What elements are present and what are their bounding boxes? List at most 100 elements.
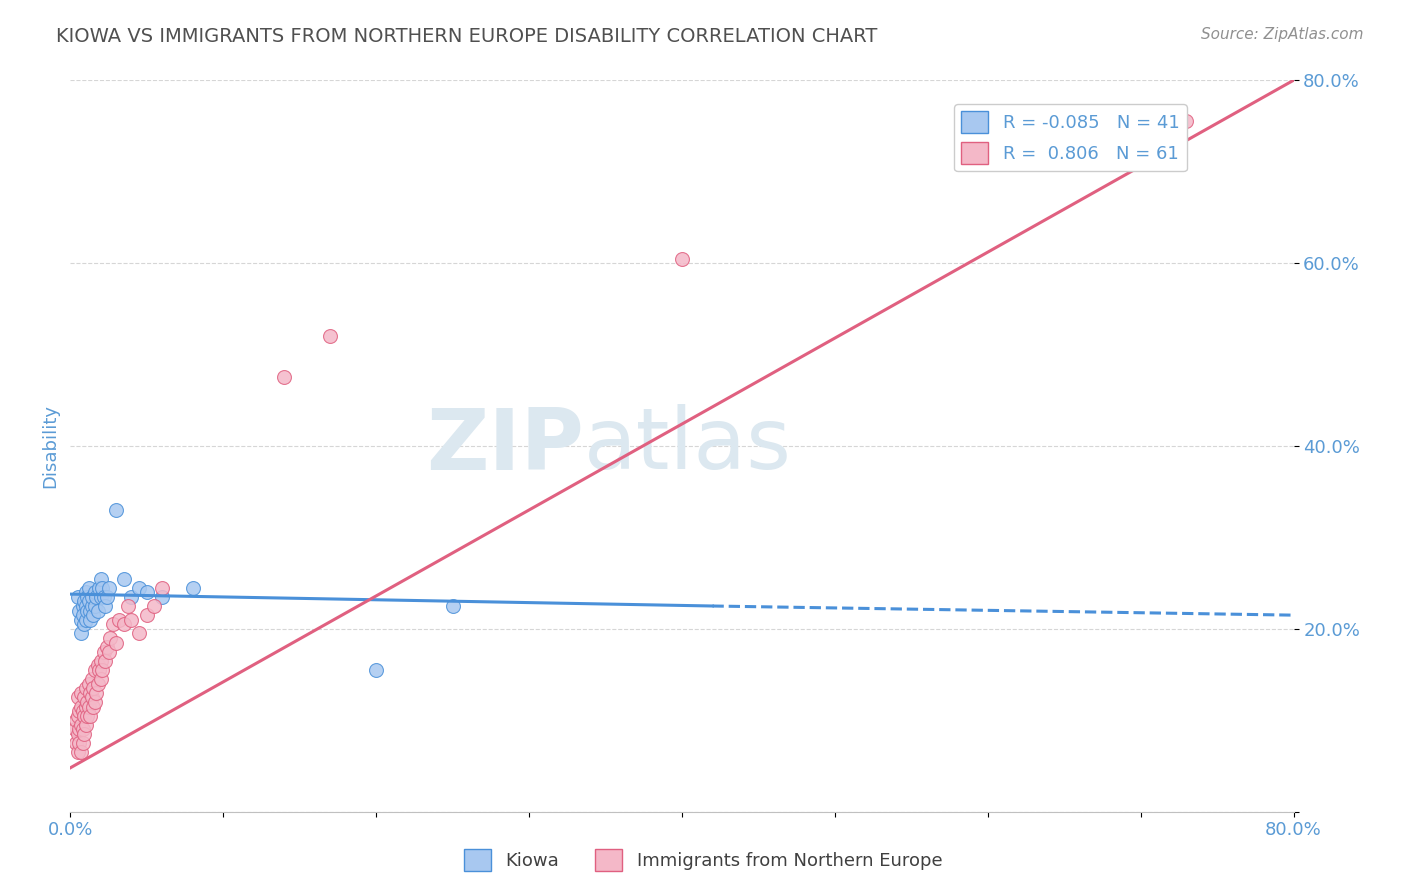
Point <box>96 640 118 655</box>
Text: atlas: atlas <box>583 404 792 488</box>
Point <box>90 672 112 686</box>
Point <box>79 603 101 617</box>
Point <box>75 585 97 599</box>
Point <box>1175 114 1198 128</box>
Point <box>66 708 89 723</box>
Point <box>79 686 101 700</box>
Point <box>98 631 121 645</box>
Point <box>83 695 105 709</box>
Legend: R = -0.085   N = 41, R =  0.806   N = 61: R = -0.085 N = 41, R = 0.806 N = 61 <box>953 104 1187 171</box>
Point <box>671 252 693 266</box>
Point <box>97 581 120 595</box>
Point <box>96 590 118 604</box>
Point <box>135 585 157 599</box>
Point <box>150 581 173 595</box>
Point <box>87 658 110 673</box>
Point <box>73 594 96 608</box>
Point <box>70 626 93 640</box>
Point <box>73 727 96 741</box>
Point <box>75 599 97 613</box>
Point <box>75 718 97 732</box>
Point <box>72 704 94 718</box>
Point <box>87 676 110 690</box>
Point <box>77 699 100 714</box>
Point <box>108 613 131 627</box>
Point <box>79 613 101 627</box>
Point <box>80 599 103 613</box>
Point <box>91 663 114 677</box>
Point <box>93 645 115 659</box>
Point <box>101 617 124 632</box>
Point <box>94 599 117 613</box>
Point <box>84 590 107 604</box>
Point <box>70 718 93 732</box>
Point <box>80 672 103 686</box>
Point <box>70 699 93 714</box>
Point <box>72 736 94 750</box>
Point <box>76 695 98 709</box>
Point <box>75 613 97 627</box>
Point <box>63 723 86 737</box>
Point <box>73 617 96 632</box>
Point <box>87 603 110 617</box>
Point <box>105 635 128 649</box>
Point <box>89 663 111 677</box>
Point <box>112 617 135 632</box>
Point <box>105 503 128 517</box>
Point <box>90 572 112 586</box>
Point <box>76 590 98 604</box>
Point <box>79 708 101 723</box>
Point <box>76 603 98 617</box>
Point <box>66 727 89 741</box>
Point <box>128 626 150 640</box>
Point <box>143 599 166 613</box>
Point <box>66 745 89 759</box>
Point <box>70 686 93 700</box>
Point <box>273 370 295 384</box>
Point <box>73 690 96 705</box>
Point <box>83 599 105 613</box>
Text: KIOWA VS IMMIGRANTS FROM NORTHERN EUROPE DISABILITY CORRELATION CHART: KIOWA VS IMMIGRANTS FROM NORTHERN EUROPE… <box>56 27 877 45</box>
Y-axis label: Disability: Disability <box>41 404 59 488</box>
Point <box>77 676 100 690</box>
Point <box>72 723 94 737</box>
Point <box>84 686 107 700</box>
Point <box>121 590 143 604</box>
Point <box>97 645 120 659</box>
Point <box>76 708 98 723</box>
Point <box>75 681 97 696</box>
Legend: Kiowa, Immigrants from Northern Europe: Kiowa, Immigrants from Northern Europe <box>457 842 949 879</box>
Point <box>82 699 104 714</box>
Point <box>82 681 104 696</box>
Point <box>117 599 139 613</box>
Point <box>73 708 96 723</box>
Point <box>69 736 91 750</box>
Point <box>70 745 93 759</box>
Text: Source: ZipAtlas.com: Source: ZipAtlas.com <box>1201 27 1364 42</box>
Point <box>66 590 89 604</box>
Point <box>319 329 342 343</box>
Point <box>69 603 91 617</box>
Text: ZIP: ZIP <box>426 404 583 488</box>
Point <box>72 608 94 623</box>
Point <box>65 714 87 728</box>
Point <box>69 704 91 718</box>
Point <box>135 608 157 623</box>
Point <box>94 654 117 668</box>
Point <box>69 723 91 737</box>
Point <box>181 581 204 595</box>
Point <box>366 663 388 677</box>
Point <box>93 590 115 604</box>
Point <box>72 599 94 613</box>
Point <box>150 590 173 604</box>
Point <box>83 585 105 599</box>
Point <box>441 599 464 613</box>
Point <box>121 613 143 627</box>
Point <box>90 654 112 668</box>
Point <box>77 581 100 595</box>
Point <box>82 608 104 623</box>
Point <box>70 613 93 627</box>
Point <box>80 690 103 705</box>
Point <box>66 690 89 705</box>
Point <box>89 581 111 595</box>
